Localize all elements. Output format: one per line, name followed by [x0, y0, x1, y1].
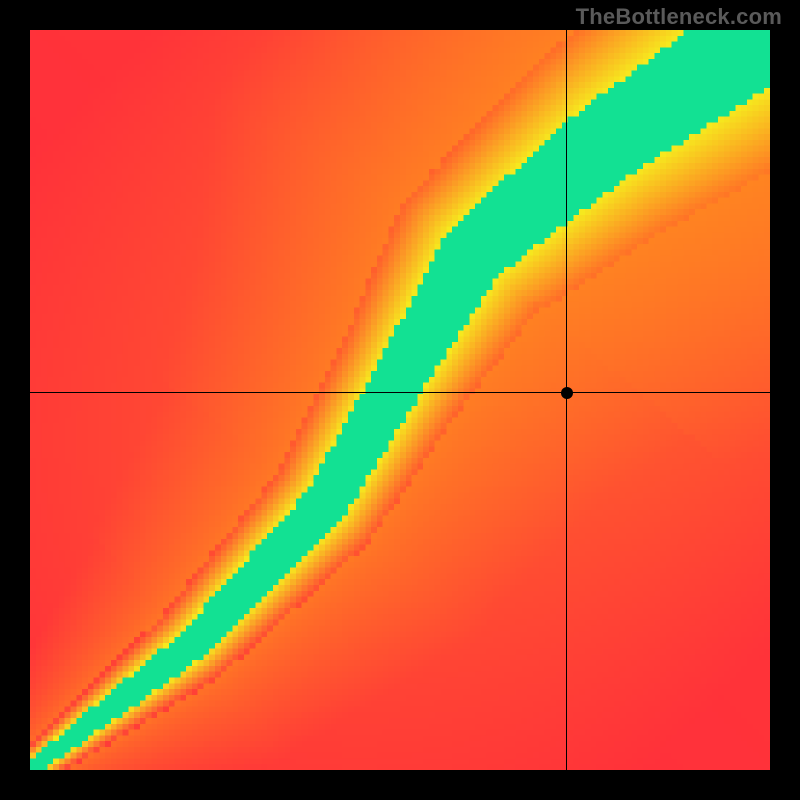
heatmap-plot — [30, 30, 770, 770]
watermark-text: TheBottleneck.com — [576, 4, 782, 30]
figure-container: TheBottleneck.com — [0, 0, 800, 800]
point-marker[interactable] — [561, 387, 573, 399]
heatmap-canvas — [30, 30, 770, 770]
